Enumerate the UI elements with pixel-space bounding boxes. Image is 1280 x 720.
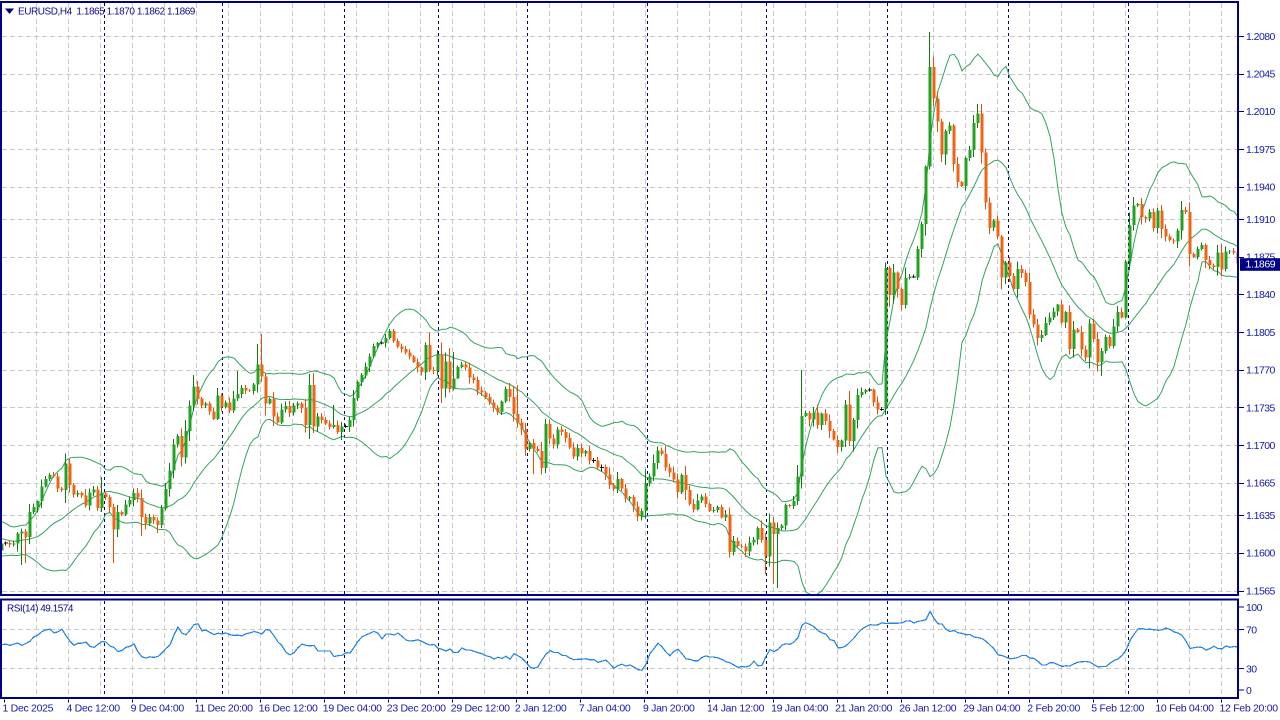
svg-text:1.1840: 1.1840 [1246, 289, 1276, 301]
svg-text:1.1805: 1.1805 [1246, 327, 1276, 339]
svg-text:100: 100 [1246, 602, 1263, 614]
svg-text:1.1735: 1.1735 [1246, 402, 1276, 414]
svg-text:1.1940: 1.1940 [1246, 182, 1276, 194]
svg-text:2 Jan 12:00: 2 Jan 12:00 [515, 703, 567, 715]
svg-text:1.1869: 1.1869 [1246, 258, 1276, 270]
svg-text:1.1565: 1.1565 [1246, 585, 1276, 597]
svg-text:10 Feb 04:00: 10 Feb 04:00 [1155, 703, 1214, 715]
svg-text:1.1700: 1.1700 [1246, 440, 1276, 452]
svg-text:1.1665: 1.1665 [1246, 478, 1276, 490]
svg-text:30: 30 [1246, 663, 1257, 675]
svg-text:11 Dec 20:00: 11 Dec 20:00 [195, 703, 254, 715]
svg-text:0: 0 [1246, 685, 1252, 697]
svg-text:14 Jan 12:00: 14 Jan 12:00 [707, 703, 765, 715]
svg-text:1.2010: 1.2010 [1246, 106, 1276, 118]
svg-text:23 Dec 20:00: 23 Dec 20:00 [387, 703, 446, 715]
svg-text:70: 70 [1246, 624, 1257, 636]
svg-text:19 Dec 04:00: 19 Dec 04:00 [323, 703, 382, 715]
svg-text:1 Dec 2025: 1 Dec 2025 [3, 703, 54, 715]
svg-text:9 Jan 20:00: 9 Jan 20:00 [643, 703, 695, 715]
svg-text:12 Feb 20:00: 12 Feb 20:00 [1220, 703, 1279, 715]
svg-text:7 Jan 04:00: 7 Jan 04:00 [579, 703, 631, 715]
svg-text:16 Dec 12:00: 16 Dec 12:00 [259, 703, 318, 715]
svg-text:1.1770: 1.1770 [1246, 365, 1276, 377]
svg-text:1.2080: 1.2080 [1246, 31, 1276, 43]
svg-text:5 Feb 12:00: 5 Feb 12:00 [1091, 703, 1144, 715]
svg-text:2 Feb 20:00: 2 Feb 20:00 [1027, 703, 1080, 715]
svg-text:EURUSD,H4 1.1865 1.1870 1.186: EURUSD,H4 1.1865 1.1870 1.1862 1.1869 [18, 7, 196, 18]
svg-text:19 Jan 04:00: 19 Jan 04:00 [771, 703, 829, 715]
svg-text:1.2045: 1.2045 [1246, 69, 1276, 81]
svg-text:29 Jan 04:00: 29 Jan 04:00 [963, 703, 1021, 715]
svg-text:1.1910: 1.1910 [1246, 214, 1276, 226]
svg-text:1.1600: 1.1600 [1246, 548, 1276, 560]
svg-text:29 Dec 12:00: 29 Dec 12:00 [451, 703, 510, 715]
svg-text:1.1975: 1.1975 [1246, 144, 1276, 156]
svg-text:26 Jan 12:00: 26 Jan 12:00 [899, 703, 957, 715]
svg-text:9 Dec 04:00: 9 Dec 04:00 [131, 703, 185, 715]
svg-text:21 Jan 20:00: 21 Jan 20:00 [835, 703, 893, 715]
svg-text:4 Dec 12:00: 4 Dec 12:00 [67, 703, 121, 715]
svg-text:1.1635: 1.1635 [1246, 510, 1276, 522]
svg-text:RSI(14) 49.1574: RSI(14) 49.1574 [7, 604, 74, 615]
